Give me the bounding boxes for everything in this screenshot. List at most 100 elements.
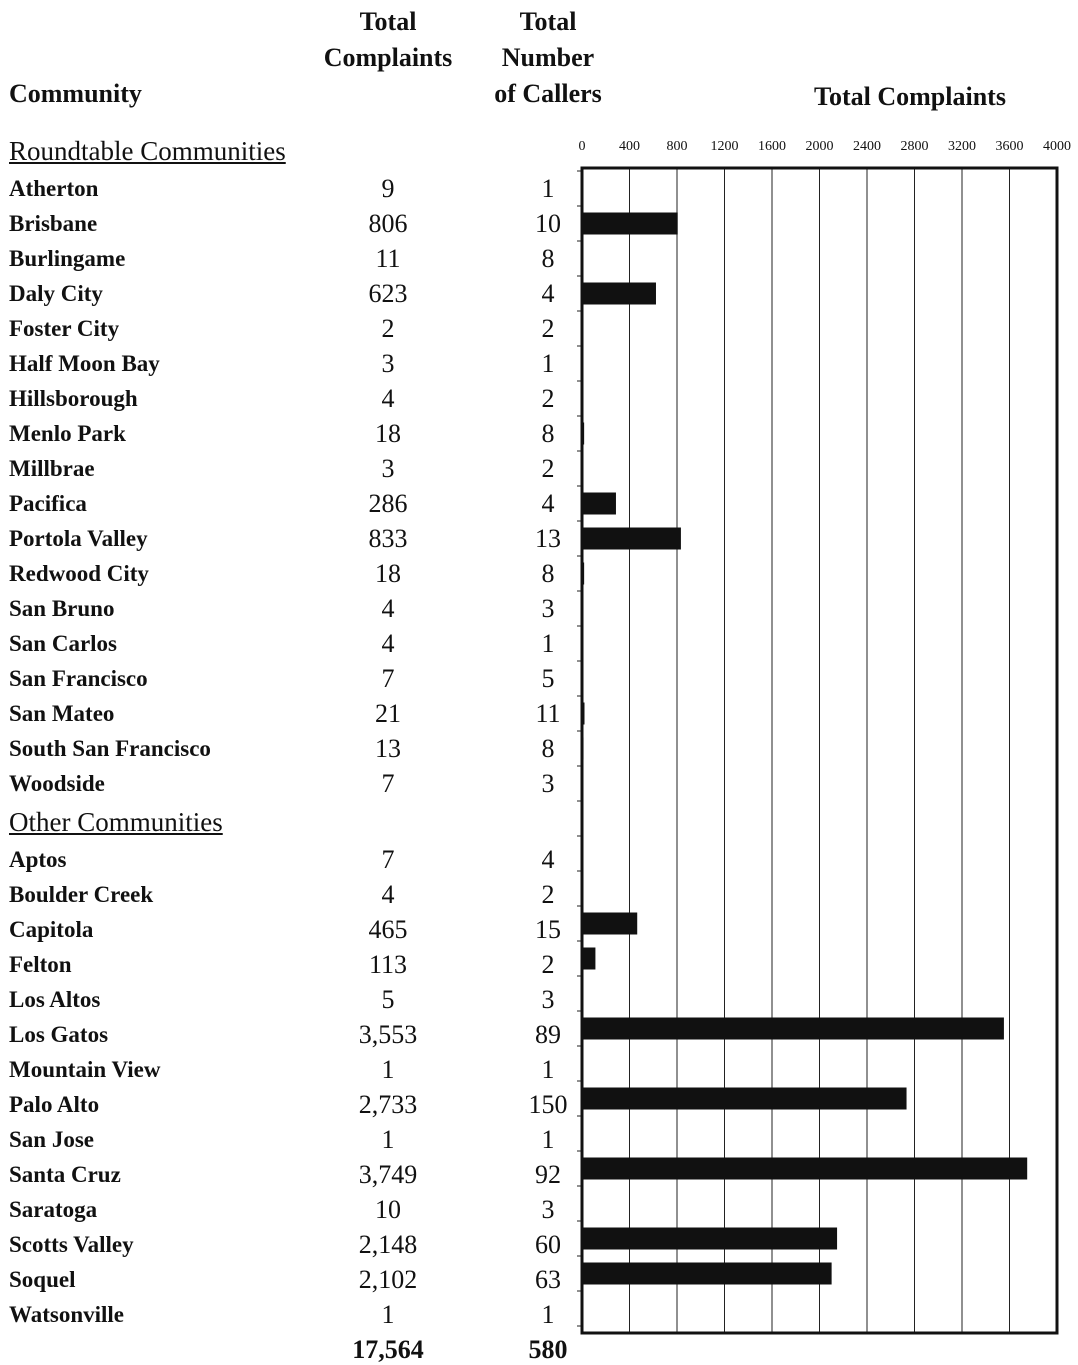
callers-value: 2 xyxy=(541,314,555,343)
total-callers-sum: 580 xyxy=(528,1335,568,1364)
callers-value: 11 xyxy=(535,699,561,728)
complaints-value: 2,102 xyxy=(358,1265,418,1294)
callers-value: 1 xyxy=(541,629,555,658)
table-row: Pacifica 286 4 xyxy=(0,486,580,521)
complaints-value: 2,148 xyxy=(358,1230,418,1259)
complaints-value: 833 xyxy=(368,524,408,553)
total-complaints-sum: 17,564 xyxy=(352,1335,424,1364)
community-name: Portola Valley xyxy=(9,526,148,551)
community-name: San Francisco xyxy=(9,666,148,691)
callers-value: 8 xyxy=(541,734,555,763)
community-name: San Bruno xyxy=(9,596,115,621)
table-row: Portola Valley 833 13 xyxy=(0,521,580,556)
table-row: San Mateo 21 11 xyxy=(0,696,580,731)
complaints-value: 11 xyxy=(375,244,401,273)
tick-label: 3200 xyxy=(948,139,976,154)
community-name: Soquel xyxy=(9,1267,76,1292)
complaints-value: 1 xyxy=(381,1125,395,1154)
callers-value: 3 xyxy=(541,594,555,623)
callers-value: 92 xyxy=(535,1160,561,1189)
callers-value: 3 xyxy=(541,1195,555,1224)
tick-label: 400 xyxy=(619,139,640,154)
tick-label: 1600 xyxy=(758,139,786,154)
complaints-value: 3 xyxy=(381,349,395,378)
community-name: Brisbane xyxy=(9,211,98,236)
table-row: Burlingame 11 8 xyxy=(0,241,580,276)
table-row: Redwood City 18 8 xyxy=(0,556,580,591)
complaints-value: 2 xyxy=(381,314,395,343)
header-total-complaints-line2: Complaints xyxy=(323,43,453,72)
callers-value: 3 xyxy=(541,769,555,798)
section-roundtable-communities: Roundtable Communities xyxy=(9,136,286,166)
community-name: Boulder Creek xyxy=(9,882,154,907)
callers-value: 2 xyxy=(541,384,555,413)
bar xyxy=(582,282,656,305)
callers-value: 2 xyxy=(541,880,555,909)
callers-value: 4 xyxy=(541,279,555,308)
table-row: Los Gatos 3,553 89 xyxy=(0,1017,580,1052)
table-row: Woodside 7 3 xyxy=(0,766,580,801)
tick-label: 2800 xyxy=(901,139,929,154)
community-name: Foster City xyxy=(9,316,120,341)
tick-label: 3600 xyxy=(996,139,1024,154)
table-row: Boulder Creek 4 2 xyxy=(0,877,580,912)
bar xyxy=(582,1087,907,1110)
table-row: Scotts Valley 2,148 60 xyxy=(0,1227,580,1262)
community-name: Santa Cruz xyxy=(9,1162,121,1187)
tick-label: 2400 xyxy=(853,139,881,154)
complaints-value: 4 xyxy=(381,384,395,413)
bar xyxy=(582,1262,832,1285)
tick-label: 1200 xyxy=(711,139,739,154)
community-name: Redwood City xyxy=(9,561,149,586)
header-total-complaints: Total Complaints xyxy=(308,4,468,76)
complaints-value: 806 xyxy=(368,209,408,238)
community-name: Mountain View xyxy=(9,1057,161,1082)
table-row: Santa Cruz 3,749 92 xyxy=(0,1157,580,1192)
callers-value: 2 xyxy=(541,454,555,483)
community-name: South San Francisco xyxy=(9,736,211,761)
tick-label: 4000 xyxy=(1043,139,1071,154)
community-name: Capitola xyxy=(9,917,94,942)
table-row: Aptos 7 4 xyxy=(0,842,580,877)
table-row: San Carlos 4 1 xyxy=(0,626,580,661)
callers-value: 4 xyxy=(541,845,555,874)
table-row: San Francisco 7 5 xyxy=(0,661,580,696)
header-total-callers: Total Number of Callers xyxy=(478,4,618,112)
community-name: Los Altos xyxy=(9,987,101,1012)
header-total-complaints-line1: Total xyxy=(359,7,417,36)
community-name: Felton xyxy=(9,952,72,977)
complaints-value: 13 xyxy=(375,734,401,763)
table-row: Millbrae 3 2 xyxy=(0,451,580,486)
callers-value: 13 xyxy=(535,524,561,553)
callers-value: 15 xyxy=(535,915,561,944)
community-name: Pacifica xyxy=(9,491,87,516)
callers-value: 150 xyxy=(528,1090,568,1119)
community-name: San Carlos xyxy=(9,631,117,656)
bar xyxy=(582,1017,1004,1040)
table-row: Atherton 9 1 xyxy=(0,171,580,206)
complaints-value: 1 xyxy=(381,1055,395,1084)
callers-value: 8 xyxy=(541,419,555,448)
callers-value: 5 xyxy=(541,664,555,693)
callers-value: 1 xyxy=(541,174,555,203)
table-row: Los Altos 5 3 xyxy=(0,982,580,1017)
community-name: San Mateo xyxy=(9,701,115,726)
community-name: Menlo Park xyxy=(9,421,126,446)
complaints-value: 18 xyxy=(375,559,401,588)
complaints-value: 4 xyxy=(381,629,395,658)
table-row: Saratoga 10 3 xyxy=(0,1192,580,1227)
bar xyxy=(582,1227,838,1250)
table-row: Hillsborough 4 2 xyxy=(0,381,580,416)
callers-value: 8 xyxy=(541,559,555,588)
community-name: Watsonville xyxy=(9,1302,125,1327)
callers-value: 63 xyxy=(535,1265,561,1294)
table-row: Palo Alto 2,733 150 xyxy=(0,1087,580,1122)
table-row: Foster City 2 2 xyxy=(0,311,580,346)
complaints-value: 9 xyxy=(381,174,395,203)
callers-value: 3 xyxy=(541,985,555,1014)
complaints-value: 3,749 xyxy=(358,1160,418,1189)
table-row: Capitola 465 15 xyxy=(0,912,580,947)
callers-value: 1 xyxy=(541,1125,555,1154)
callers-value: 1 xyxy=(541,349,555,378)
